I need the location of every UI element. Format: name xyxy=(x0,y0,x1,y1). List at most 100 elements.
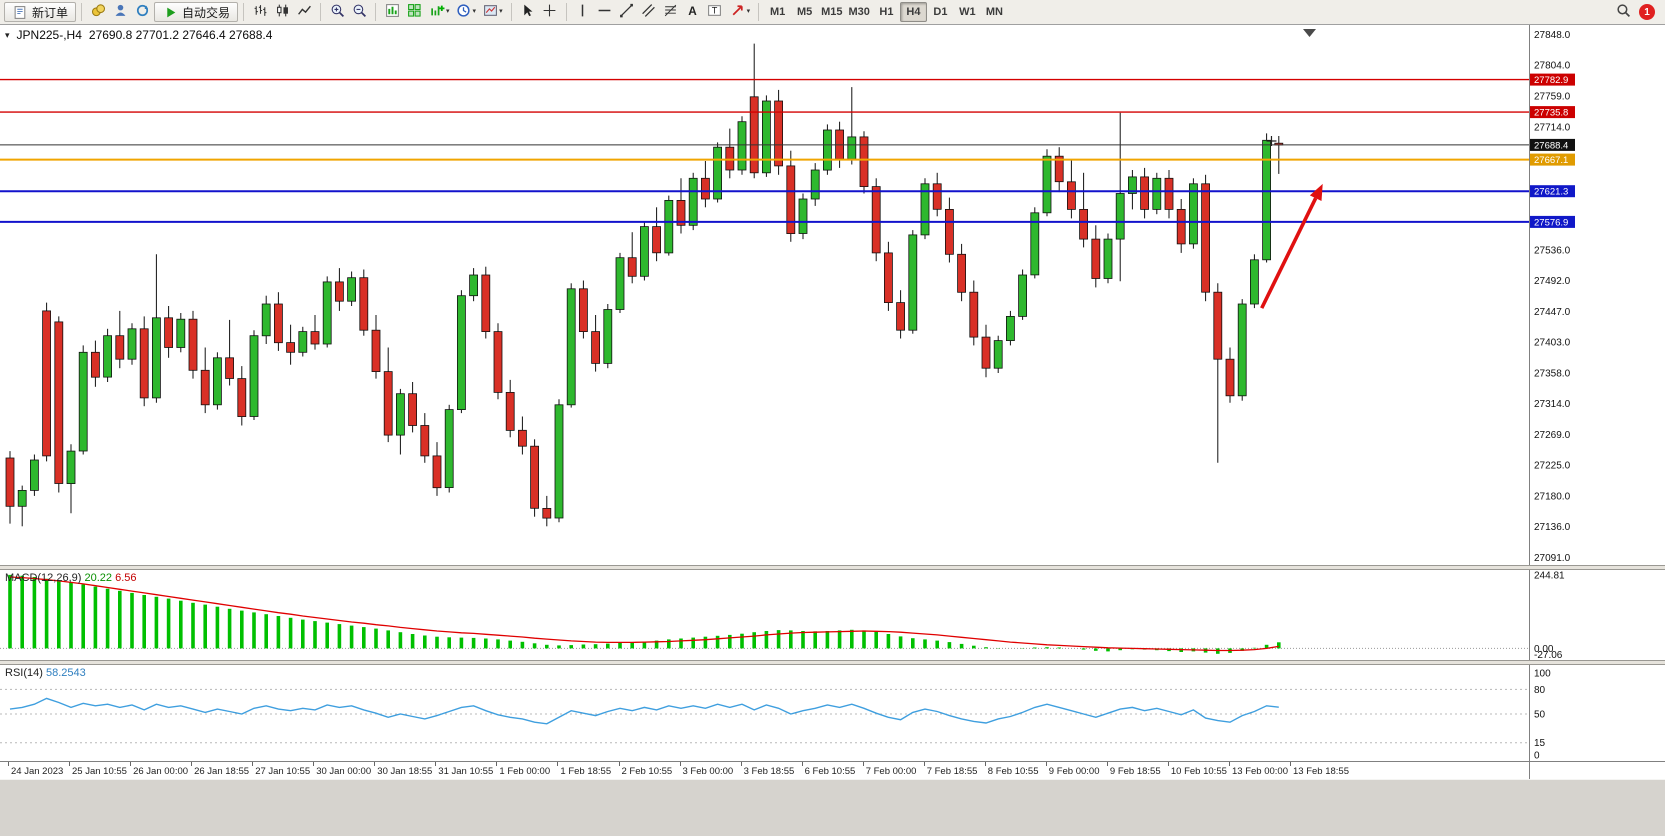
dropdown-caret[interactable]: ▾ xyxy=(472,7,477,15)
time-axis[interactable]: 24 Jan 2023 25 Jan 10:55 26 Jan 00:00 26 Ja… xyxy=(0,761,1665,779)
candle xyxy=(664,199,674,254)
support-level-2-badge xyxy=(1530,215,1575,228)
dropdown-caret[interactable]: ▾ xyxy=(746,7,751,15)
timeframe-m30[interactable]: M30 xyxy=(846,2,873,22)
time-tick xyxy=(313,762,315,766)
trendline-button[interactable] xyxy=(616,1,638,21)
zoom-in-button[interactable] xyxy=(326,1,348,21)
candle xyxy=(432,455,442,489)
rsi-canvas[interactable]: 100 80 50 15 0 xyxy=(0,665,1665,761)
candle xyxy=(261,303,271,337)
candle xyxy=(1128,176,1137,194)
timeframe-h4[interactable]: H4 xyxy=(899,2,927,22)
candle xyxy=(957,253,966,293)
add-indicator-button[interactable]: ▾ xyxy=(426,1,453,21)
time-label: 27 Jan 10:55 xyxy=(255,766,311,777)
candle xyxy=(359,277,369,331)
candle xyxy=(127,328,137,360)
price-chart-canvas[interactable]: 27848.0 27804.0 27759.0 27714.0 27536.0 27492… xyxy=(0,25,1665,565)
candle xyxy=(298,331,308,353)
crosshair-button[interactable] xyxy=(539,1,561,21)
time-tick xyxy=(69,762,70,766)
time-label: 3 Feb 00:00 xyxy=(682,766,734,777)
candle xyxy=(1067,181,1076,210)
macd-canvas[interactable]: 244.81 0.00-27.06 xyxy=(0,570,1665,660)
text-button[interactable]: A xyxy=(682,1,704,21)
resistance-level-2-badge xyxy=(1530,106,1575,119)
candle xyxy=(91,351,100,378)
support-level-1-badge xyxy=(1530,185,1575,198)
fibonacci-button[interactable] xyxy=(660,1,682,21)
dropdown-caret[interactable]: ▾ xyxy=(446,7,450,15)
candle xyxy=(1164,177,1174,210)
timeframe-mn[interactable]: MN xyxy=(981,2,1008,22)
candle xyxy=(310,331,320,345)
toolbar-separator xyxy=(758,3,760,21)
arrows-button[interactable]: ▾ xyxy=(727,1,754,21)
candlestick-button[interactable] xyxy=(271,1,293,21)
pane-splitter[interactable] xyxy=(0,565,1665,570)
notification-badge[interactable]: 1 xyxy=(1639,4,1655,20)
new-order-icon xyxy=(12,4,28,20)
timeframe-m15[interactable]: M15 xyxy=(818,2,845,22)
timeframe-w1[interactable]: W1 xyxy=(954,2,981,22)
user-button[interactable] xyxy=(109,1,131,21)
candle xyxy=(1213,291,1223,360)
candle xyxy=(1006,315,1015,341)
timeframe-m1[interactable]: M1 xyxy=(764,2,791,22)
autotrading-button[interactable]: 自动交易 xyxy=(154,2,239,22)
time-label: 8 Feb 10:55 xyxy=(987,766,1039,777)
trend-arrow[interactable] xyxy=(1260,197,1318,309)
new-order-label: 新订单 xyxy=(32,5,69,20)
candle xyxy=(1103,238,1113,279)
horizontal-line-button[interactable] xyxy=(594,1,616,21)
template-button[interactable]: ▾ xyxy=(479,1,506,21)
zoom-out-button[interactable] xyxy=(348,1,370,21)
candle xyxy=(164,317,174,348)
period-button[interactable]: ▾ xyxy=(453,1,480,21)
indicators-button[interactable] xyxy=(381,1,403,21)
timeframe-d1[interactable]: D1 xyxy=(927,2,954,22)
candle xyxy=(1054,155,1064,183)
price-pane: 27848.0 27804.0 27759.0 27714.0 27536.0 27492… xyxy=(0,25,1665,565)
chart-shift-marker[interactable] xyxy=(1303,29,1316,37)
candle xyxy=(676,199,686,226)
refresh-icon xyxy=(134,3,150,19)
refresh-button[interactable] xyxy=(131,1,153,21)
timeframe-h1[interactable]: H1 xyxy=(873,2,900,22)
channel-button[interactable] xyxy=(638,1,660,21)
pane-splitter[interactable] xyxy=(0,660,1665,665)
label-button[interactable]: T xyxy=(704,1,726,21)
timeframe-m5[interactable]: M5 xyxy=(791,2,818,22)
candle xyxy=(188,318,198,371)
candle xyxy=(810,169,820,200)
vertical-line-button[interactable] xyxy=(572,1,594,21)
candle xyxy=(225,357,235,379)
search-button[interactable] xyxy=(1612,1,1634,21)
rsi-value: 58.2543 xyxy=(45,667,86,679)
svg-text:T: T xyxy=(712,6,718,16)
macd-main-value: 20.22 xyxy=(84,572,113,584)
candle xyxy=(176,318,186,348)
candle xyxy=(493,331,503,393)
line-chart-button[interactable] xyxy=(293,1,315,21)
candle xyxy=(701,177,710,200)
candle xyxy=(981,336,991,369)
tile-windows-button[interactable] xyxy=(403,1,425,21)
candle xyxy=(1176,208,1186,245)
candle xyxy=(5,457,15,507)
one-click-trading-toggle[interactable]: ▾ xyxy=(5,29,10,40)
toolbar-separator xyxy=(320,3,322,21)
candle xyxy=(652,226,661,254)
candle xyxy=(371,329,381,373)
candle xyxy=(420,425,430,457)
bar-chart-button[interactable] xyxy=(249,1,271,21)
chart-title: ▾ JPN225-,H4 27690.8 27701.2 27646.4 276… xyxy=(5,28,272,42)
dropdown-caret[interactable]: ▾ xyxy=(499,7,503,15)
axis-label: 27136.0 xyxy=(1534,522,1571,533)
candle xyxy=(762,100,771,174)
time-label: 26 Jan 00:00 xyxy=(133,766,189,777)
cursor-button[interactable] xyxy=(517,1,539,21)
new-order-button[interactable]: 新订单 xyxy=(4,2,77,22)
coins-button[interactable] xyxy=(87,1,109,21)
